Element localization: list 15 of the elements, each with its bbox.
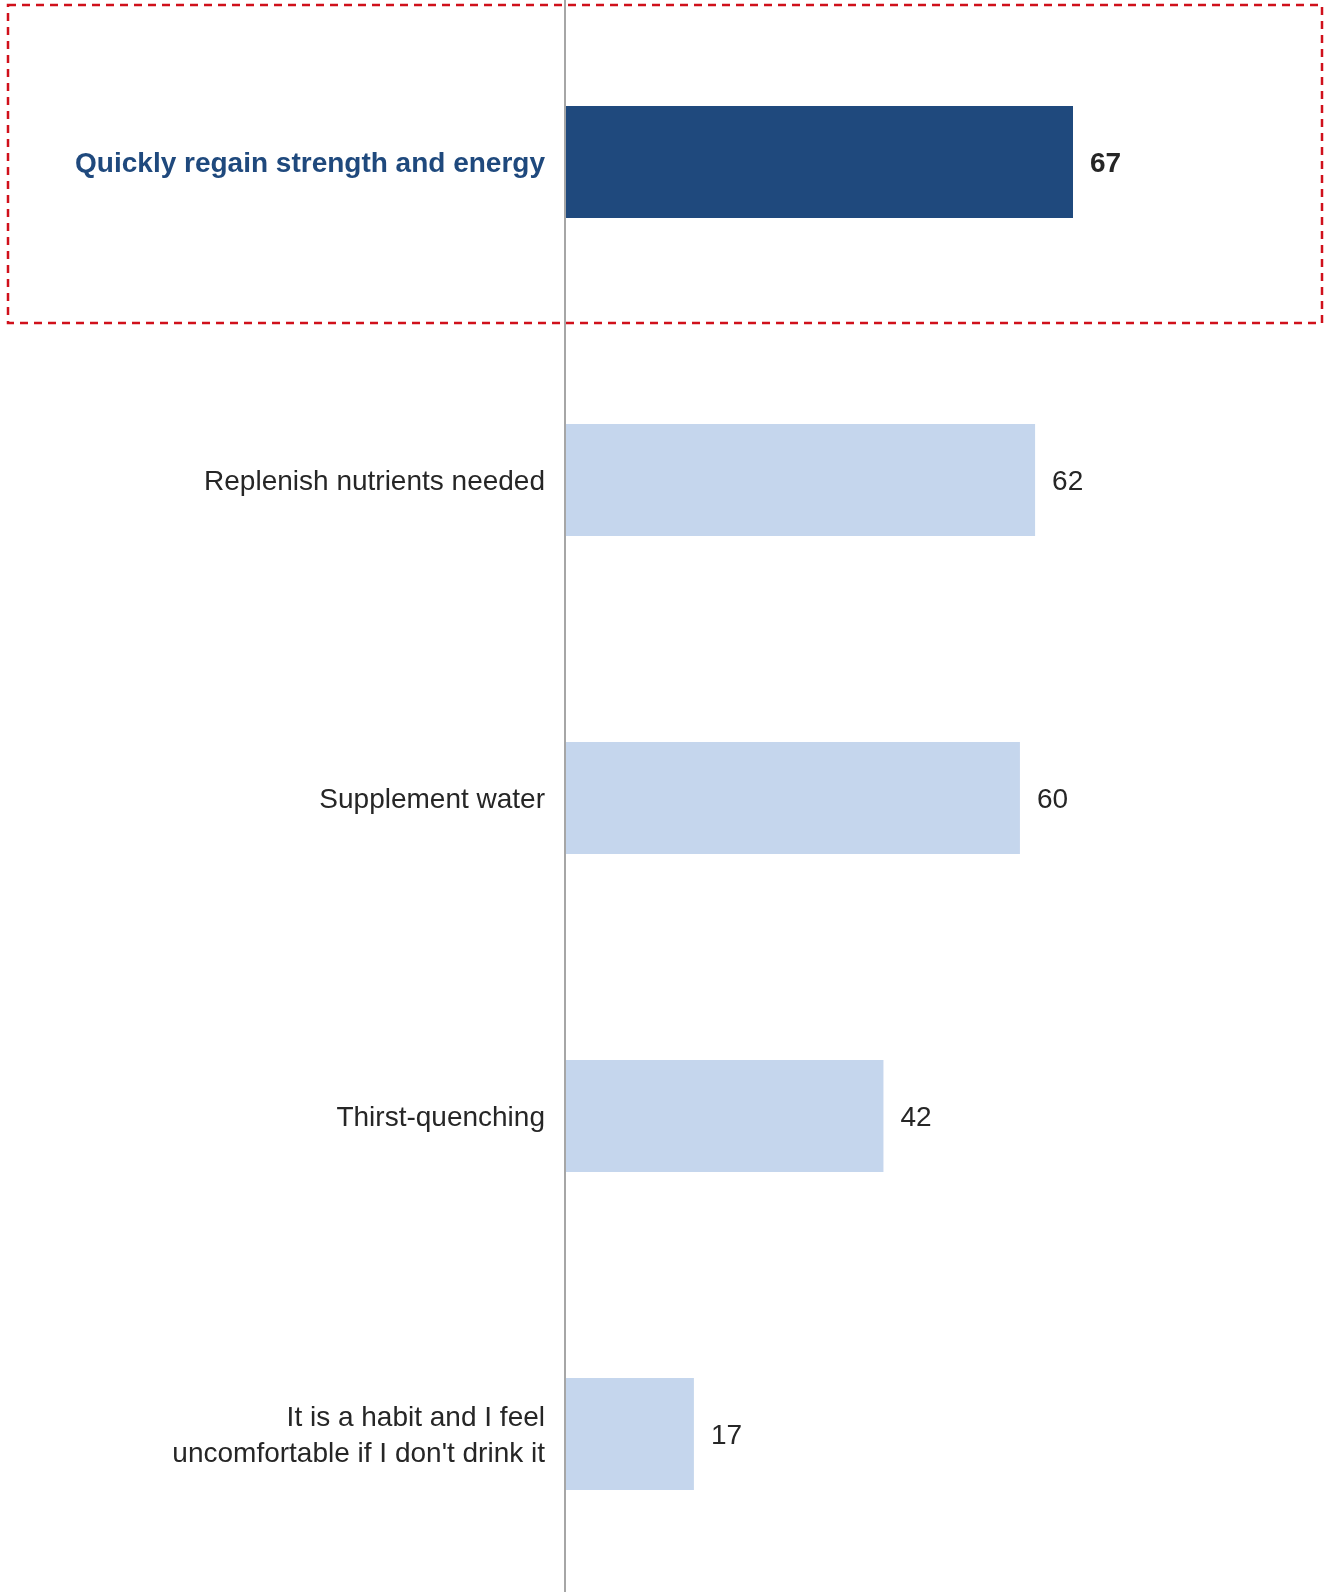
y-tick-label: Thirst-quenching <box>336 1100 545 1132</box>
y-tick-label: Replenish nutrients needed <box>204 464 545 496</box>
bar <box>565 1378 694 1490</box>
data-label: 42 <box>900 1100 932 1132</box>
bar <box>565 424 1036 536</box>
y-tick-label: It is a habit and I feel uncomfortable if I don't drink it <box>172 1400 546 1468</box>
data-label: 62 <box>1052 464 1084 496</box>
bar <box>565 106 1073 218</box>
y-tick-label: Supplement water <box>319 782 545 814</box>
bar <box>565 1060 884 1172</box>
data-label: 17 <box>710 1418 743 1450</box>
data-label: 60 <box>1036 782 1069 814</box>
y-tick-label: Quickly regain strength and energy <box>75 146 546 178</box>
bar <box>565 742 1020 854</box>
data-label: 67 <box>1090 146 1122 178</box>
